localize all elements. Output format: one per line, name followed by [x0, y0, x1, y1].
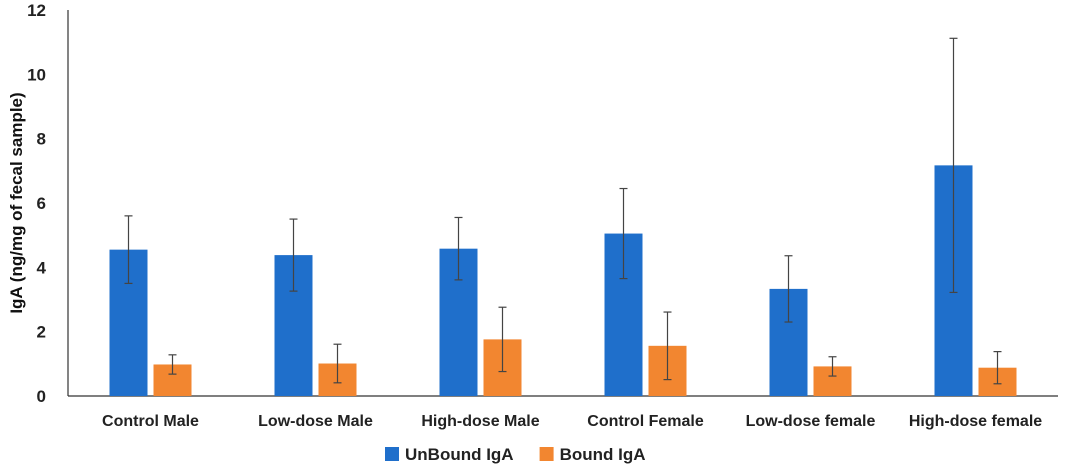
category-label: Control Female	[587, 413, 704, 430]
error-bar	[663, 311, 672, 381]
error-bar	[124, 215, 133, 285]
y-tick-label: 8	[37, 130, 46, 149]
error-bar	[828, 356, 837, 377]
legend-item: Bound IgA	[539, 445, 646, 464]
error-bar	[993, 351, 1002, 385]
category-label: Low-dose female	[746, 413, 876, 430]
y-tick-label: 0	[37, 387, 46, 406]
y-tick-label: 4	[37, 258, 47, 277]
category-label: High-dose female	[909, 413, 1042, 430]
legend-swatch	[539, 447, 554, 461]
legend-label: UnBound IgA	[405, 445, 514, 464]
category-label: Low-dose Male	[258, 413, 373, 430]
y-tick-label: 2	[37, 323, 46, 342]
legend: UnBound IgA Bound IgA	[385, 445, 646, 464]
y-tick-label: 6	[37, 194, 46, 213]
category-labels: Control Male Low-dose Male High-dose Male C…	[102, 413, 1042, 430]
legend-swatch	[385, 447, 399, 461]
error-bar	[333, 343, 342, 384]
error-bar	[289, 218, 298, 292]
error-bar	[949, 37, 958, 294]
legend-label: Bound IgA	[560, 445, 646, 464]
y-tick-labels: 0 2 4 6 8 10 12	[27, 1, 46, 406]
error-bar	[168, 354, 177, 375]
error-bar	[498, 306, 507, 373]
bars	[109, 165, 1017, 396]
legend-item: UnBound IgA	[385, 445, 514, 464]
category-label: High-dose Male	[421, 413, 539, 430]
error-bar	[454, 216, 463, 281]
y-axis-title: IgA (ng/mg of fecal sample)	[7, 92, 26, 313]
y-tick-label: 10	[27, 65, 46, 84]
error-bars	[124, 37, 1002, 385]
error-bar	[619, 187, 628, 280]
y-tick-label: 12	[27, 1, 46, 20]
error-bar	[784, 255, 793, 323]
category-label: Control Male	[102, 413, 199, 430]
